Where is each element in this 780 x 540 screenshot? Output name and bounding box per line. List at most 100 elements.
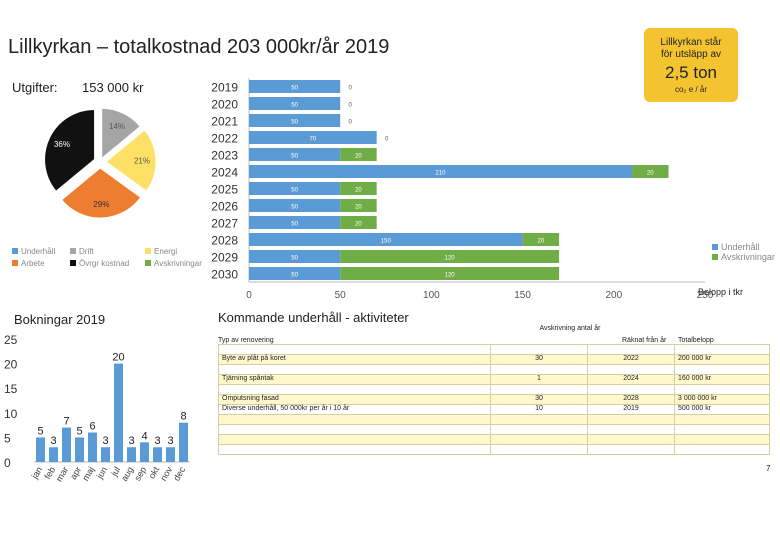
table-cell-total	[674, 344, 770, 355]
table-cell-avskrivning	[490, 414, 588, 425]
data-label-0-2022: 70	[309, 137, 316, 143]
table-cell-raknat: 2024	[587, 374, 675, 385]
co2-amount: 2,5 ton	[665, 63, 717, 82]
table-cell-raknat: 2028	[587, 394, 675, 405]
data-label-1-2026: 20	[355, 205, 362, 211]
header-raknat: Räknat från år	[622, 337, 667, 344]
bookings-month-jan: jan	[29, 465, 44, 481]
table-cell-avskrivning	[490, 364, 588, 375]
co2-callout: Lillkyrkan står för utsläpp av 2,5 ton c…	[644, 28, 738, 102]
table-cell-total: 500 000 kr	[674, 404, 770, 415]
pie-label-3: 36%	[54, 140, 70, 149]
bookings-value-aug: 3	[128, 435, 134, 447]
bar-underhll-2024	[249, 165, 633, 178]
data-label-1-2020: 0	[349, 103, 353, 109]
x-tick-label-0: 0	[246, 290, 252, 301]
bar-avskrivningar-2027	[340, 216, 377, 229]
table-cell-raknat	[587, 414, 675, 425]
table-cell-avskrivning: 30	[490, 354, 588, 365]
table-cell-avskrivning	[490, 444, 588, 455]
table-cell-raknat: 2019	[587, 404, 675, 415]
pie-slice-1	[105, 129, 157, 192]
bookings-bar-dec	[179, 422, 188, 462]
bookings-y-tick-5: 25	[4, 333, 18, 347]
bar-legend-label-1: Avskrivningar	[721, 252, 775, 262]
table-cell-total	[674, 444, 770, 455]
table-cell-type	[218, 444, 491, 455]
table-cell-type: Diverse underhåll, 50 000kr per år i 10 …	[218, 404, 491, 415]
bar-underhll-2029	[249, 250, 341, 263]
pie-legend-swatch-1	[70, 248, 76, 254]
bar-underhll-2030	[249, 267, 341, 280]
data-label-0-2020: 50	[291, 103, 298, 109]
table-row: Omputsning fasad 30 2028 3 000 000 kr	[218, 394, 770, 405]
bookings-month-maj: maj	[80, 465, 96, 483]
y-tick-label-9: 2028	[211, 234, 238, 248]
bookings-value-jul: 20	[112, 352, 124, 364]
table-cell-avskrivning	[490, 424, 588, 435]
bar-avskrivningar-2023	[340, 148, 377, 161]
expenses-label: Utgifter:	[12, 80, 58, 95]
pie-legend-swatch-5	[145, 260, 151, 266]
pie-legend-label-2: Energi	[154, 247, 177, 256]
pie-legend-label-1: Drift	[79, 247, 94, 256]
bar-underhll-2027	[249, 216, 341, 229]
x-tick-label-2: 100	[423, 290, 440, 301]
bar-avskrivningar-2028	[522, 233, 560, 246]
table-row: Tjärning spåntak 1 2024 160 000 kr	[218, 374, 770, 385]
page-title: Lillkyrkan – totalkostnad 203 000kr/år 2…	[8, 36, 390, 58]
bar-avskrivningar-2026	[340, 199, 377, 212]
table-cell-total: 3 000 000 kr	[674, 394, 770, 405]
bookings-month-sep: sep	[132, 465, 148, 483]
y-tick-label-1: 2020	[211, 98, 238, 112]
co2-line1: Lillkyrkan står	[660, 37, 722, 48]
bookings-month-aug: aug	[119, 465, 135, 483]
y-tick-label-6: 2025	[211, 183, 238, 197]
table-row	[218, 384, 770, 395]
bar-underhll-2023	[249, 148, 341, 161]
bookings-value-dec: 8	[180, 411, 186, 423]
data-label-1-2025: 20	[355, 188, 362, 194]
bookings-month-jul: jul	[109, 465, 123, 479]
table-cell-avskrivning: 1	[490, 374, 588, 385]
table-cell-total	[674, 414, 770, 425]
table-cell-type	[218, 424, 491, 435]
table-row	[218, 344, 770, 355]
x-tick-label-1: 50	[335, 290, 347, 301]
bar-avskrivningar-2030	[340, 267, 560, 280]
table-cell-raknat	[587, 364, 675, 375]
pie-legend-label-0: Underhåll	[21, 247, 55, 256]
bookings-bar-jul	[114, 363, 123, 462]
pie-legend-label-4: Övrgr kostnad	[79, 259, 129, 268]
table-cell-type	[218, 414, 491, 425]
table-cell-type	[218, 344, 491, 355]
bar-underhll-2026	[249, 199, 341, 212]
data-label-1-2028: 20	[537, 239, 544, 245]
table-cell-type: Byte av plåt på koret	[218, 354, 491, 365]
bookings-bar-feb	[49, 447, 58, 462]
bookings-value-jan: 5	[37, 425, 43, 437]
header-avskrivning: Avskrivning antal år	[539, 325, 601, 332]
data-label-0-2021: 50	[291, 120, 298, 126]
pie-legend-label-5: Avskrivningar	[154, 259, 202, 268]
bar-avskrivningar-2025	[340, 182, 377, 195]
bookings-bar-maj	[88, 432, 97, 462]
bookings-value-apr: 5	[76, 425, 82, 437]
table-row	[218, 444, 770, 455]
table-cell-total	[674, 424, 770, 435]
bookings-month-jun: jun	[94, 465, 109, 481]
pie-slice-3	[44, 108, 96, 193]
data-label-0-2026: 50	[291, 205, 298, 211]
bookings-y-tick-4: 20	[4, 358, 18, 372]
table-row	[218, 414, 770, 425]
bookings-value-okt: 3	[154, 435, 160, 447]
table-cell-avskrivning: 10	[490, 404, 588, 415]
pie-legend-swatch-4	[70, 260, 76, 266]
header-total: Totalbelopp	[678, 337, 714, 344]
data-label-0-2030: 50	[291, 273, 298, 279]
data-label-1-2023: 20	[355, 154, 362, 160]
bookings-bar-aug	[127, 447, 136, 462]
bookings-month-nov: nov	[158, 465, 174, 483]
